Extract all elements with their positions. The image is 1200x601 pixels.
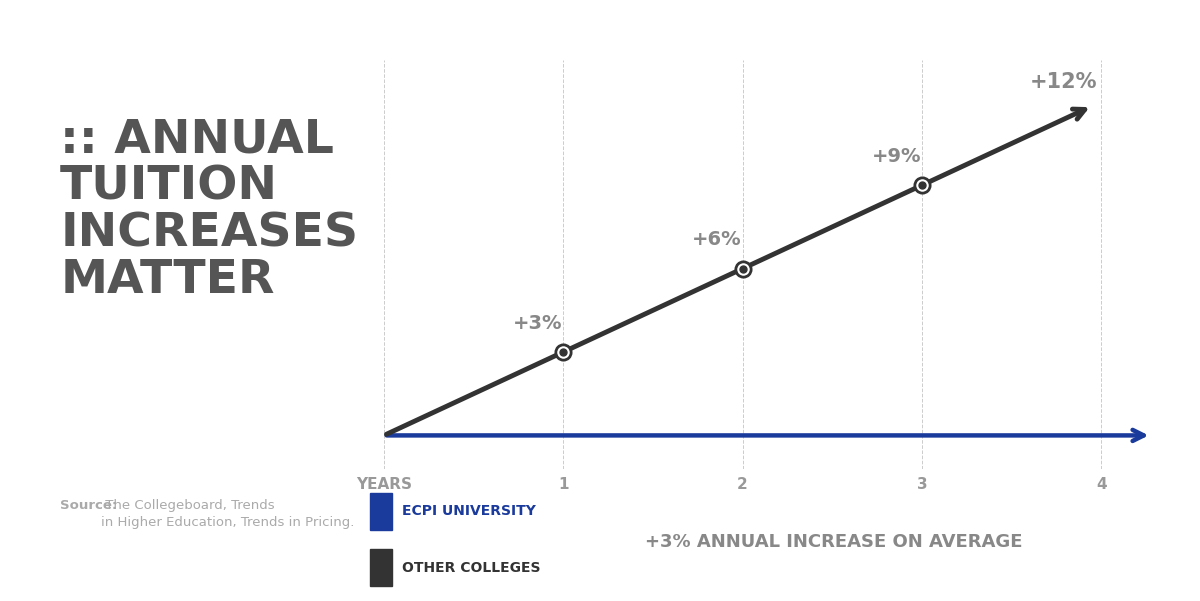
Text: +12%: +12% — [1030, 72, 1097, 92]
Text: ECPI UNIVERSITY: ECPI UNIVERSITY — [402, 504, 535, 518]
Text: The Collegeboard, Trends
in Higher Education, Trends in Pricing.: The Collegeboard, Trends in Higher Educa… — [101, 499, 354, 529]
Text: Source:: Source: — [60, 499, 118, 512]
Bar — [370, 549, 392, 587]
Text: +6%: +6% — [692, 230, 742, 249]
Text: :: ANNUAL
TUITION
INCREASES
MATTER: :: ANNUAL TUITION INCREASES MATTER — [60, 118, 359, 303]
Text: +9%: +9% — [871, 147, 922, 166]
Text: +3%: +3% — [514, 314, 563, 332]
Text: +3% ANNUAL INCREASE ON AVERAGE: +3% ANNUAL INCREASE ON AVERAGE — [646, 532, 1022, 551]
Bar — [370, 493, 392, 529]
Text: OTHER COLLEGES: OTHER COLLEGES — [402, 561, 540, 575]
